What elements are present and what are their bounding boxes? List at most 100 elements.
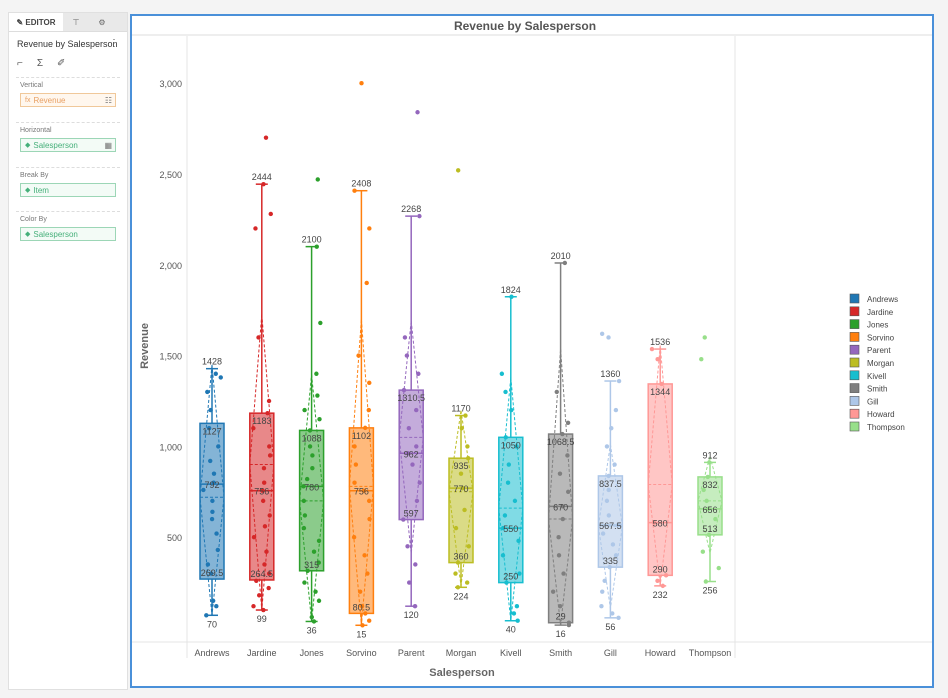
x-tick-label: Howard	[645, 648, 676, 658]
data-point	[262, 562, 267, 567]
x-tick-label: Thompson	[689, 648, 732, 658]
label-q3: 1050	[501, 440, 521, 450]
data-point	[459, 426, 464, 431]
data-point	[208, 458, 213, 464]
data-point	[405, 451, 411, 456]
legend-item[interactable]: Andrews	[849, 293, 898, 304]
label-min: 36	[307, 625, 317, 635]
legend[interactable]: Andrews Jardine Jones Sorvino Parent Morgan Ki…	[849, 293, 905, 432]
data-point	[609, 426, 614, 431]
legend-swatch	[849, 357, 860, 368]
std-dev-diamond	[498, 377, 524, 621]
data-point	[416, 371, 421, 376]
std-dev-diamond	[697, 454, 723, 554]
legend-item[interactable]: Thompson	[849, 421, 905, 432]
data-point	[254, 578, 259, 583]
data-point	[359, 81, 364, 86]
data-point	[263, 135, 269, 140]
legend-item[interactable]: Kivell	[849, 370, 886, 381]
paint-icon[interactable]: ✐	[57, 58, 66, 69]
data-point	[514, 604, 520, 609]
data-point	[201, 487, 206, 493]
calendar-icon[interactable]: ▦	[104, 140, 112, 150]
legend-item[interactable]: Jones	[849, 319, 888, 330]
y-tick-label: 2,000	[159, 261, 182, 271]
data-point	[660, 583, 666, 589]
x-tick-label: Morgan	[446, 648, 477, 658]
label-q1: 80.5	[353, 602, 371, 612]
label-q3: 1068.5	[547, 437, 575, 447]
data-point	[214, 531, 219, 536]
data-point	[311, 619, 317, 624]
legend-swatch	[849, 370, 860, 381]
data-point	[264, 549, 269, 554]
data-point	[613, 407, 619, 413]
data-point	[503, 435, 508, 440]
data-point	[649, 346, 655, 352]
data-point	[406, 426, 412, 431]
tab-settings[interactable]: ⚙	[89, 13, 115, 31]
label-q1: 315	[304, 560, 319, 570]
data-point	[466, 544, 472, 549]
legend-item[interactable]: Sorvino	[849, 332, 895, 342]
x-tick-label: Kivell	[500, 648, 522, 658]
data-point	[700, 549, 706, 554]
data-point	[405, 544, 410, 549]
color-by-field-pill[interactable]: ◆ Salesperson	[20, 227, 116, 241]
data-point	[651, 520, 657, 525]
std-dev-diamond	[597, 444, 623, 609]
data-point	[362, 553, 367, 558]
chart-container[interactable]: Revenue by Salesperson Revenue Salespers…	[130, 14, 934, 688]
legend-item[interactable]: Gill	[849, 396, 879, 406]
box-group-jardine: 2444 99 1183 264.5 756	[249, 135, 275, 624]
label-q3: 935	[453, 461, 468, 471]
tab-filter[interactable]: ⊤	[63, 13, 89, 31]
legend-swatch	[849, 332, 860, 342]
chart-type-icon[interactable]: ⌐	[17, 58, 23, 69]
data-point	[607, 564, 612, 570]
label-q1: 29	[556, 612, 566, 622]
legend-item[interactable]: Morgan	[849, 357, 894, 368]
break-by-field-pill[interactable]: ◆ Item	[20, 183, 116, 197]
box-group-smith: 2010 16 1068.5 29 670	[547, 251, 575, 639]
data-point	[655, 578, 660, 583]
data-point	[463, 413, 468, 418]
label-max: 2444	[252, 172, 272, 182]
tab-editor[interactable]: ✎ EDITOR	[9, 13, 63, 31]
sum-icon[interactable]: Σ	[36, 58, 44, 69]
label-median: 656	[702, 505, 717, 515]
data-point	[205, 562, 211, 567]
data-point	[500, 553, 506, 558]
horizontal-field-pill[interactable]: ◆ Salesperson ▦	[20, 138, 116, 152]
data-point	[554, 389, 559, 395]
visualization-title[interactable]: Revenue by Salesperson	[17, 39, 118, 49]
data-point	[316, 538, 322, 544]
box-group-sorvino: 2408 15 1102 80.5 756	[348, 81, 375, 639]
label-q1: 290	[653, 564, 668, 574]
label-max: 1824	[501, 285, 521, 295]
vertical-field-pill[interactable]: fx Revenue ☷	[20, 93, 116, 107]
data-point	[366, 618, 372, 623]
data-point	[704, 498, 709, 504]
x-tick-label: Gill	[604, 648, 617, 658]
data-point	[606, 473, 611, 479]
data-point	[414, 444, 419, 449]
legend-item[interactable]: Parent	[849, 344, 891, 355]
data-point	[359, 604, 365, 609]
data-point	[366, 407, 371, 413]
data-point	[514, 444, 519, 449]
label-q1: 250	[503, 572, 518, 582]
legend-label: Gill	[867, 397, 879, 406]
box-group-gill: 1360 56 837.5 335 567.5	[597, 331, 624, 632]
x-tick-label: Sorvino	[346, 648, 377, 658]
data-point	[213, 371, 218, 376]
chart-title: Revenue by Salesperson	[454, 19, 596, 33]
more-options-icon[interactable]: ⋮	[109, 38, 119, 49]
data-point	[455, 585, 461, 590]
legend-item[interactable]: Howard	[849, 408, 895, 419]
data-point	[453, 571, 458, 576]
data-point	[260, 488, 265, 493]
list-icon[interactable]: ☷	[104, 95, 112, 105]
legend-item[interactable]: Smith	[849, 383, 887, 394]
legend-item[interactable]: Jardine	[849, 306, 894, 317]
